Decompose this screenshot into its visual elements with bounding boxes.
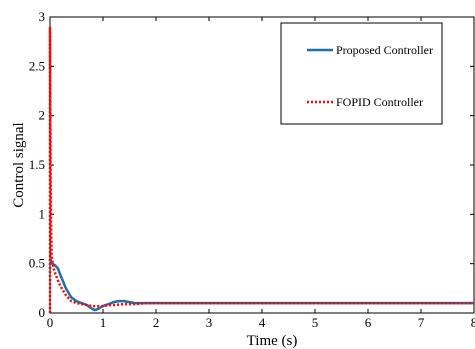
y-tick-label: 2 <box>39 108 46 123</box>
y-axis-label: Control signal <box>11 122 27 207</box>
x-tick-label: 1 <box>100 315 107 330</box>
x-tick-label: 3 <box>206 315 213 330</box>
legend-label: Proposed Controller <box>336 43 433 57</box>
y-tick-label: 2.5 <box>29 58 45 73</box>
x-axis-label: Time (s) <box>247 333 298 349</box>
legend-box <box>280 22 443 125</box>
y-tick-label: 3 <box>39 9 46 24</box>
x-tick-label: 8 <box>471 315 475 330</box>
x-tick-label: 0 <box>47 315 54 330</box>
y-tick-label: 0.5 <box>29 256 45 271</box>
y-tick-label: 0 <box>39 305 46 320</box>
series-line-fopid <box>48 25 474 313</box>
y-tick-label: 1 <box>39 206 46 221</box>
x-tick-label: 7 <box>418 315 425 330</box>
x-tick-label: 2 <box>153 315 160 330</box>
x-tick-label: 5 <box>312 315 319 330</box>
x-tick-label: 4 <box>259 315 266 330</box>
plot-group: 0 1 2 3 4 5 6 7 8 0 0.5 1 1.5 2 2.5 3 Time (s) Control si… <box>11 9 475 349</box>
x-tick-label: 6 <box>365 315 372 330</box>
y-tick-label: 1.5 <box>29 157 45 172</box>
legend-label: FOPID Controller <box>336 95 423 109</box>
